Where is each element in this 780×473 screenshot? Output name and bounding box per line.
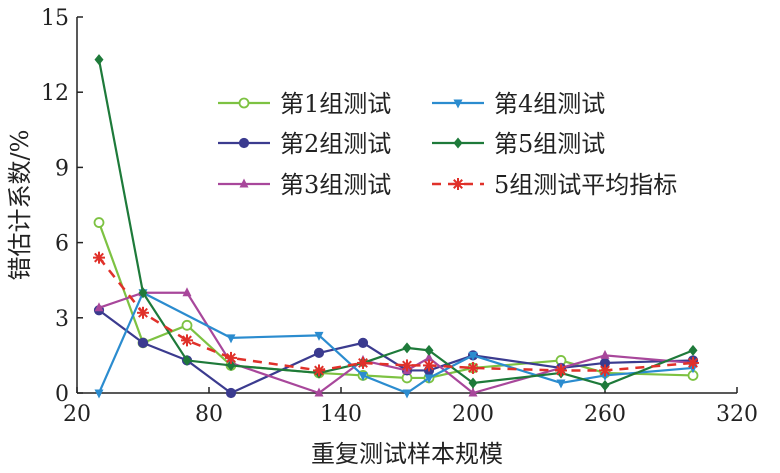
- data-point: [401, 359, 413, 372]
- data-point: [225, 351, 237, 364]
- legend-item: 5组测试平均指标: [432, 171, 677, 199]
- series-line: [98, 256, 694, 372]
- series-line: [98, 291, 694, 395]
- y-tick-label: 12: [41, 81, 69, 106]
- data-point: [468, 387, 478, 397]
- series-6: [93, 251, 699, 377]
- data-point: [423, 359, 435, 372]
- x-ticks: 20 80 140 200 260 320: [63, 387, 758, 427]
- data-point: [313, 364, 325, 377]
- x-axis-label: 重复测试样本规模: [311, 440, 503, 468]
- legend-item: 第1组测试: [218, 90, 391, 118]
- data-point: [138, 287, 148, 299]
- series-line: [98, 309, 694, 395]
- data-point: [687, 356, 699, 369]
- x-tick-label: 80: [195, 402, 223, 427]
- data-point: [467, 361, 479, 374]
- data-point: [600, 349, 610, 359]
- data-point: [357, 337, 369, 348]
- legend-label: 5组测试平均指标: [494, 171, 677, 199]
- legend-marker: [453, 99, 463, 109]
- data-point: [314, 387, 324, 397]
- data-point: [556, 379, 566, 389]
- legend-label: 第4组测试: [494, 90, 605, 118]
- data-point: [358, 371, 368, 381]
- legend-item: 第2组测试: [218, 130, 391, 158]
- data-point: [314, 331, 324, 341]
- data-point: [424, 352, 434, 362]
- data-point: [402, 389, 412, 399]
- data-point: [599, 364, 611, 377]
- y-tick-label: 0: [55, 382, 69, 407]
- data-point: [555, 364, 567, 377]
- data-point: [468, 377, 478, 389]
- data-point: [93, 251, 105, 264]
- series-line: [97, 59, 694, 387]
- y-tick-label: 3: [55, 307, 69, 332]
- axes: [76, 17, 737, 394]
- legend-item: 第5组测试: [432, 130, 605, 158]
- data-point: [688, 344, 698, 356]
- legend-marker: [452, 178, 464, 190]
- data-point: [182, 287, 192, 297]
- legend-item: 第4组测试: [432, 90, 605, 118]
- x-tick-label: 140: [320, 402, 362, 427]
- x-tick-label: 20: [63, 402, 91, 427]
- legend-marker: [239, 178, 249, 188]
- legend-item: 第3组测试: [218, 171, 391, 199]
- y-tick-label: 9: [55, 156, 69, 181]
- data-point: [600, 379, 610, 391]
- data-point: [313, 347, 325, 358]
- data-point: [688, 364, 698, 374]
- data-point: [468, 351, 478, 361]
- legend-label: 第1组测试: [280, 90, 391, 118]
- legend-label: 第2组测试: [280, 130, 391, 158]
- y-ticks: 0 3 6 9 12 15: [41, 6, 83, 407]
- data-point: [137, 306, 149, 319]
- legend-label: 第5组测试: [494, 130, 605, 158]
- data-point: [600, 371, 610, 381]
- data-point: [225, 387, 237, 399]
- data-point: [226, 334, 236, 344]
- data-point: [226, 359, 236, 371]
- y-axis-label: 错估计系数/%: [6, 130, 34, 281]
- x-tick-label: 200: [452, 402, 494, 427]
- x-tick-label: 260: [584, 402, 626, 427]
- legend-label: 第3组测试: [280, 171, 391, 199]
- data-point: [424, 344, 434, 356]
- data-point: [94, 54, 104, 66]
- y-tick-label: 15: [41, 6, 69, 31]
- data-point: [94, 389, 104, 399]
- data-point: [137, 337, 149, 348]
- data-point: [402, 342, 412, 354]
- series-layer: [93, 54, 699, 399]
- data-point: [357, 356, 369, 369]
- data-point: [181, 334, 193, 347]
- x-tick-label: 320: [716, 402, 758, 427]
- legend-marker: [238, 137, 250, 149]
- data-point: [94, 302, 104, 312]
- data-point: [181, 319, 193, 331]
- data-point: [93, 217, 105, 228]
- legend-marker: [238, 97, 250, 109]
- series-line: [97, 222, 694, 380]
- y-tick-label: 6: [55, 232, 69, 257]
- legend-marker: [453, 137, 463, 149]
- data-point: [424, 374, 434, 384]
- data-point: [182, 354, 192, 366]
- series-4: [94, 289, 698, 399]
